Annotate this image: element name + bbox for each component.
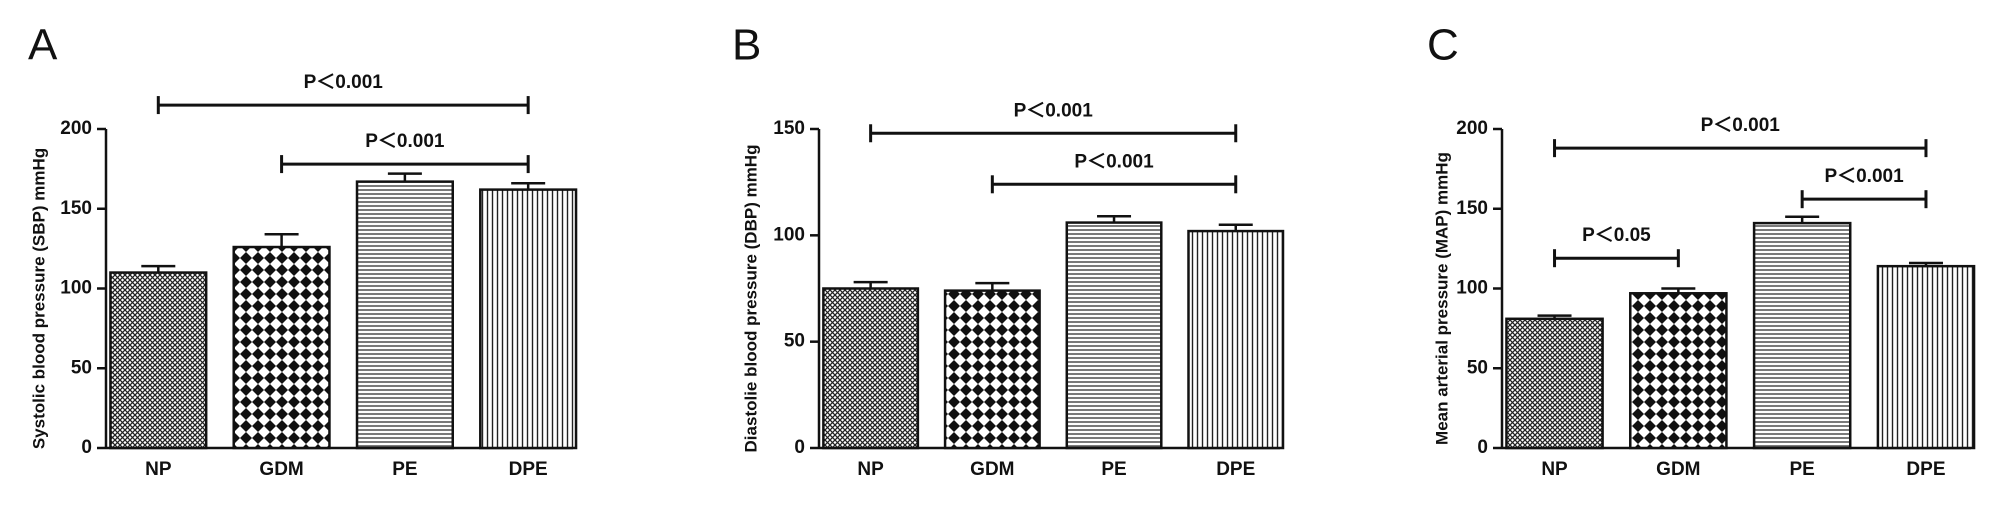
bar bbox=[109, 271, 208, 450]
significance-label: P＜0.001 bbox=[1014, 100, 1094, 121]
bar bbox=[1876, 264, 1976, 450]
x-tick-label: GDM bbox=[259, 459, 303, 480]
panel-letter: B bbox=[732, 21, 761, 70]
x-tick-label: DPE bbox=[509, 459, 548, 480]
x-tick-label: NP bbox=[145, 459, 172, 480]
x-tick-label: GDM bbox=[970, 459, 1014, 480]
bar bbox=[479, 188, 578, 450]
y-tick-label: 50 bbox=[1467, 357, 1488, 378]
x-tick-label: GDM bbox=[1656, 459, 1700, 480]
y-tick-label: 0 bbox=[81, 437, 92, 458]
x-tick-label: NP bbox=[857, 459, 884, 480]
significance-label: P＜0.001 bbox=[1074, 151, 1154, 172]
significance-label: P＜0.001 bbox=[365, 131, 445, 152]
significance-label: P＜0.001 bbox=[1824, 166, 1904, 187]
y-tick-label: 150 bbox=[60, 198, 92, 219]
y-tick-label: 50 bbox=[784, 331, 805, 352]
x-tick-label: PE bbox=[1101, 459, 1126, 480]
panel-letter: C bbox=[1427, 21, 1459, 70]
x-tick-label: PE bbox=[1789, 459, 1814, 480]
bar bbox=[943, 289, 1041, 450]
y-tick-label: 0 bbox=[794, 437, 805, 458]
bar bbox=[1187, 229, 1285, 450]
y-axis-title: Mean arterial pressure (MAP) mmHg bbox=[1432, 152, 1451, 445]
x-tick-label: NP bbox=[1541, 459, 1568, 480]
y-tick-label: 0 bbox=[1477, 437, 1488, 458]
x-tick-label: PE bbox=[392, 459, 417, 480]
significance-label: P＜0.001 bbox=[1701, 115, 1781, 136]
y-tick-label: 200 bbox=[60, 118, 92, 139]
y-axis-title: Diastolie blood pressure (DBP) mmHg bbox=[741, 145, 760, 453]
bar bbox=[822, 287, 920, 450]
y-tick-label: 100 bbox=[773, 224, 805, 245]
bar bbox=[1065, 221, 1163, 450]
bar bbox=[1629, 292, 1728, 450]
y-tick-label: 150 bbox=[773, 118, 805, 139]
x-tick-label: DPE bbox=[1906, 459, 1945, 480]
bar bbox=[1505, 317, 1604, 450]
bar bbox=[355, 180, 454, 450]
panel-letter: A bbox=[28, 21, 58, 70]
bar bbox=[1752, 221, 1852, 450]
y-axis-title: Systolic blood pressure (SBP) mmHg bbox=[29, 148, 48, 449]
significance-label: P＜0.05 bbox=[1582, 225, 1651, 246]
y-tick-label: 200 bbox=[1456, 118, 1488, 139]
x-tick-label: DPE bbox=[1216, 459, 1255, 480]
y-tick-label: 100 bbox=[60, 278, 92, 299]
y-tick-label: 50 bbox=[71, 357, 92, 378]
bar bbox=[232, 245, 331, 450]
y-tick-label: 150 bbox=[1456, 198, 1488, 219]
y-tick-label: 100 bbox=[1456, 278, 1488, 299]
significance-label: P＜0.001 bbox=[304, 72, 384, 93]
